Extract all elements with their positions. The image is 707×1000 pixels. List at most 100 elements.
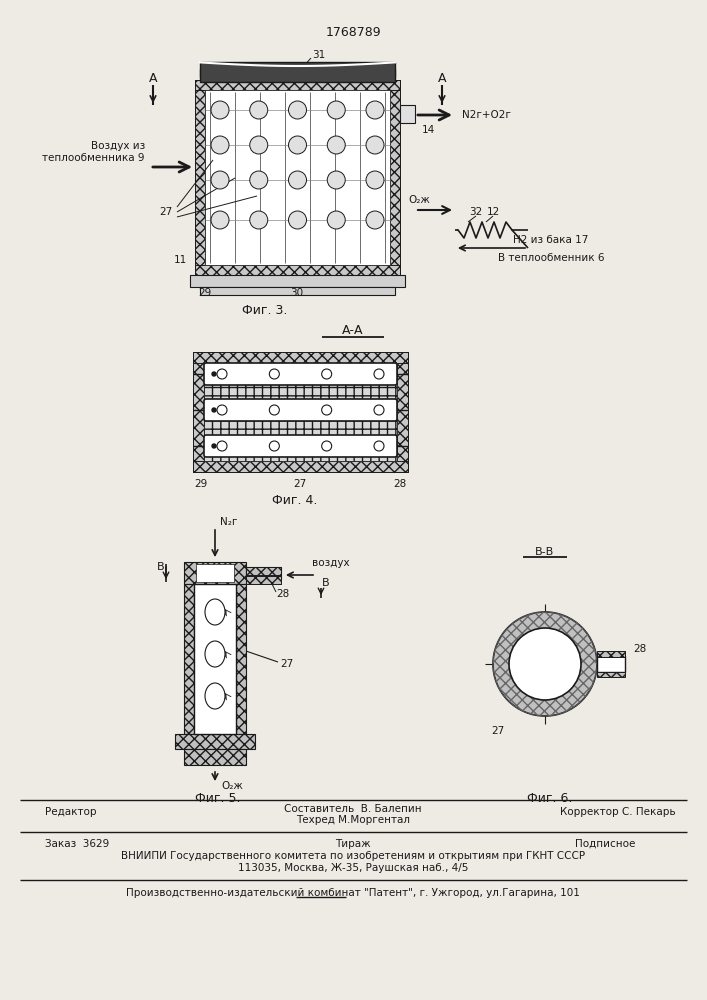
Text: 12: 12 xyxy=(486,207,500,217)
Bar xyxy=(175,734,255,749)
Circle shape xyxy=(250,101,268,119)
Text: Производственно-издательский комбинат "Патент", г. Ужгород, ул.Гагарина, 101: Производственно-издательский комбинат "П… xyxy=(126,888,580,898)
Circle shape xyxy=(322,369,332,379)
Text: Техред М.Моргентал: Техред М.Моргентал xyxy=(296,815,410,825)
Bar xyxy=(236,584,246,734)
Bar xyxy=(184,562,246,584)
Circle shape xyxy=(217,405,227,415)
FancyBboxPatch shape xyxy=(204,363,397,385)
Text: Фиг. 5.: Фиг. 5. xyxy=(195,792,241,806)
Text: 11: 11 xyxy=(174,255,187,265)
Text: 28: 28 xyxy=(633,644,646,654)
Text: 28: 28 xyxy=(393,479,407,489)
Text: В-В: В-В xyxy=(535,547,554,557)
Circle shape xyxy=(327,171,345,189)
Circle shape xyxy=(269,405,279,415)
Circle shape xyxy=(327,101,345,119)
Circle shape xyxy=(211,136,229,154)
Text: А: А xyxy=(438,72,446,85)
Bar xyxy=(400,105,415,123)
Bar xyxy=(184,584,194,734)
Text: Тираж: Тираж xyxy=(335,839,370,849)
Circle shape xyxy=(269,441,279,451)
Bar xyxy=(195,265,400,275)
Bar xyxy=(193,461,408,472)
Text: Фиг. 3.: Фиг. 3. xyxy=(243,304,288,316)
Circle shape xyxy=(288,101,307,119)
Bar xyxy=(190,275,405,287)
Circle shape xyxy=(327,211,345,229)
Text: 27: 27 xyxy=(491,726,505,736)
Bar xyxy=(195,80,400,90)
Text: N2г+O2г: N2г+O2г xyxy=(462,110,511,120)
Circle shape xyxy=(250,136,268,154)
Bar xyxy=(246,567,281,579)
Bar xyxy=(200,287,395,295)
Text: Воздух из
теплообменника 9: Воздух из теплообменника 9 xyxy=(42,141,145,163)
Circle shape xyxy=(212,408,216,412)
Text: 28: 28 xyxy=(276,589,289,599)
Bar xyxy=(597,651,625,657)
Bar xyxy=(597,656,625,672)
Circle shape xyxy=(327,136,345,154)
Text: 31: 31 xyxy=(312,50,325,60)
Text: В теплообменник 6: В теплообменник 6 xyxy=(498,253,604,263)
Text: 27: 27 xyxy=(160,207,173,217)
FancyBboxPatch shape xyxy=(204,399,397,421)
Circle shape xyxy=(250,211,268,229)
Circle shape xyxy=(212,372,216,376)
Text: H2 из бака 17: H2 из бака 17 xyxy=(513,235,588,245)
Text: воздух: воздух xyxy=(312,558,350,568)
Circle shape xyxy=(374,405,384,415)
Bar xyxy=(597,672,625,677)
Bar xyxy=(193,352,204,472)
Text: 27: 27 xyxy=(280,659,293,669)
Circle shape xyxy=(366,171,384,189)
Circle shape xyxy=(211,101,229,119)
Text: Подписное: Подписное xyxy=(575,839,636,849)
Text: 14: 14 xyxy=(422,125,436,135)
Circle shape xyxy=(212,444,216,448)
Bar xyxy=(194,584,236,734)
Text: 27: 27 xyxy=(293,479,307,489)
Bar xyxy=(205,90,390,265)
Text: Заказ  3629: Заказ 3629 xyxy=(45,839,110,849)
Circle shape xyxy=(269,369,279,379)
Circle shape xyxy=(288,171,307,189)
Circle shape xyxy=(509,628,581,700)
Circle shape xyxy=(366,211,384,229)
Circle shape xyxy=(322,441,332,451)
Bar xyxy=(184,749,246,765)
Bar xyxy=(200,62,395,82)
Text: N₂г: N₂г xyxy=(220,517,238,527)
Text: А-А: А-А xyxy=(342,324,363,336)
Text: O₂ж: O₂ж xyxy=(221,781,243,791)
Text: 113035, Москва, Ж-35, Раушская наб., 4/5: 113035, Москва, Ж-35, Раушская наб., 4/5 xyxy=(238,863,468,873)
Circle shape xyxy=(288,211,307,229)
Text: O₂ж: O₂ж xyxy=(408,195,430,205)
Circle shape xyxy=(366,101,384,119)
Circle shape xyxy=(211,211,229,229)
Circle shape xyxy=(366,136,384,154)
Circle shape xyxy=(322,405,332,415)
Circle shape xyxy=(493,612,597,716)
Bar xyxy=(397,352,408,472)
Text: 29: 29 xyxy=(194,479,208,489)
Text: ВНИИПИ Государственного комитета по изобретениям и открытиям при ГКНТ СССР: ВНИИПИ Государственного комитета по изоб… xyxy=(121,851,585,861)
FancyBboxPatch shape xyxy=(204,435,397,457)
Circle shape xyxy=(211,171,229,189)
Circle shape xyxy=(217,369,227,379)
Text: 1768789: 1768789 xyxy=(325,25,381,38)
Bar xyxy=(246,567,281,575)
Bar xyxy=(204,363,397,461)
Circle shape xyxy=(250,171,268,189)
Bar xyxy=(195,80,205,275)
Bar xyxy=(193,352,408,363)
Circle shape xyxy=(374,441,384,451)
Bar xyxy=(390,80,400,275)
Circle shape xyxy=(217,441,227,451)
Circle shape xyxy=(288,136,307,154)
Circle shape xyxy=(374,369,384,379)
Text: 29: 29 xyxy=(199,288,211,298)
Text: Корректор С. Пекарь: Корректор С. Пекарь xyxy=(560,807,676,817)
